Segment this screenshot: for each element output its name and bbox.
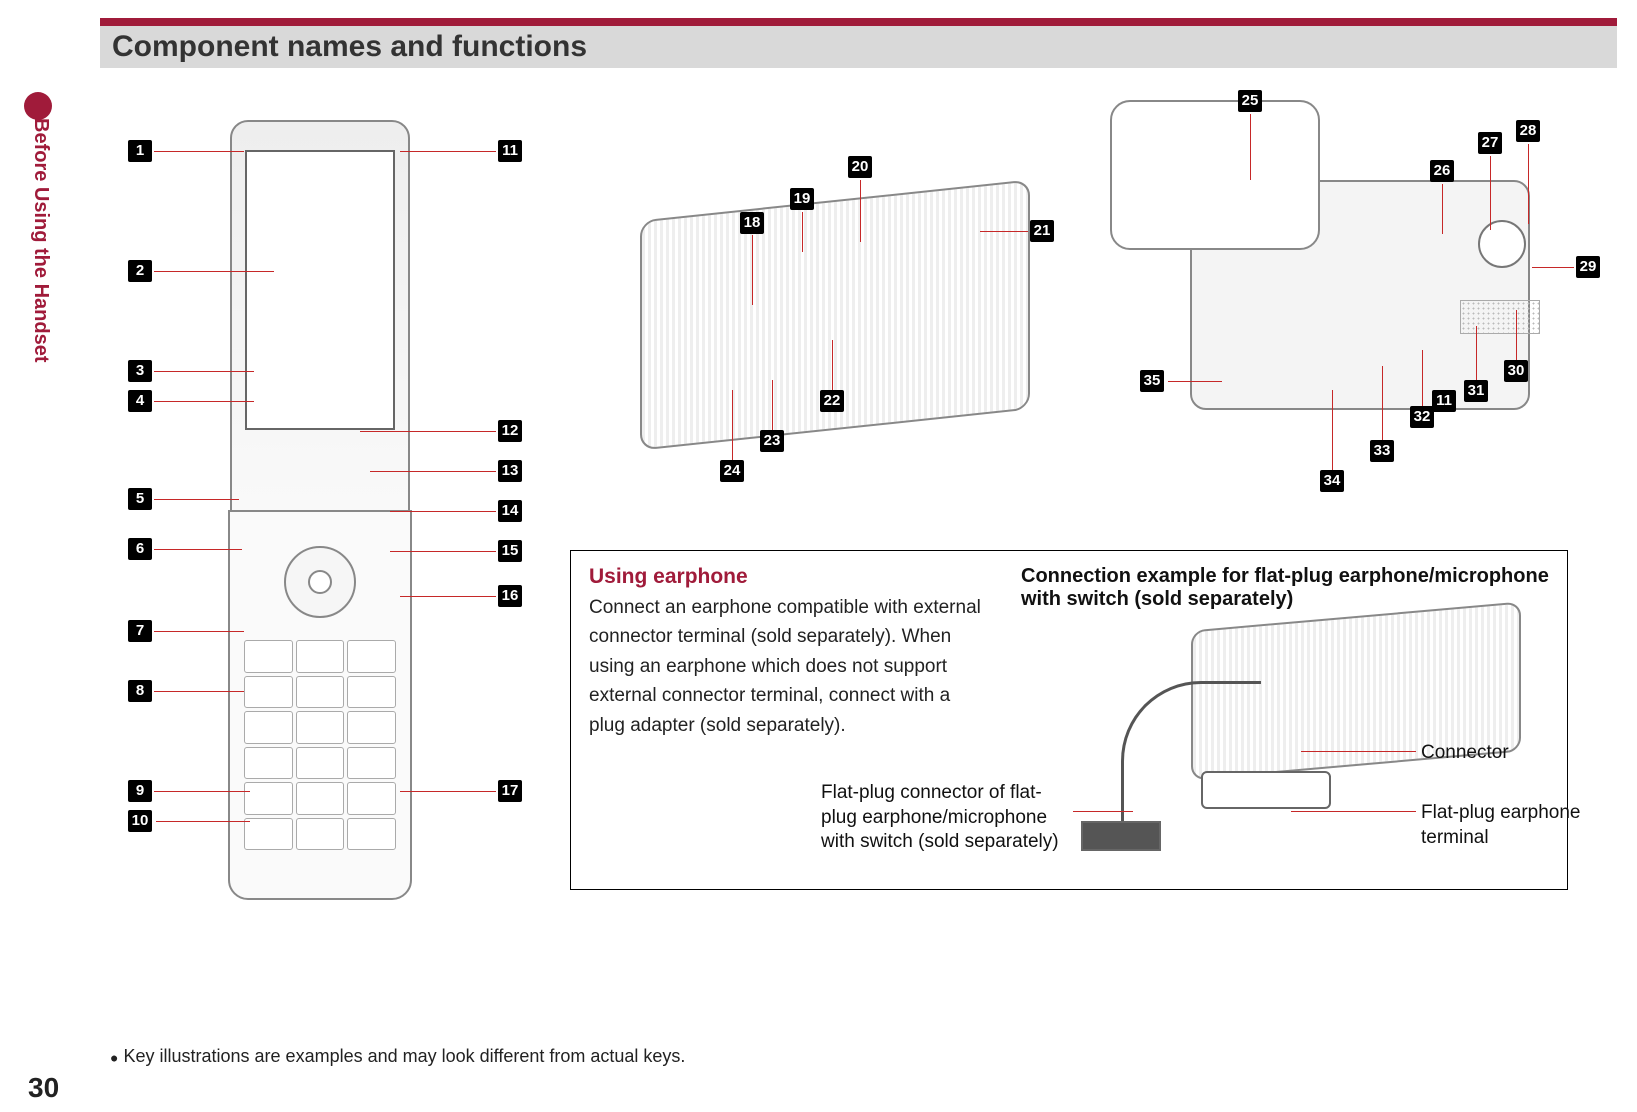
lead-23	[772, 380, 773, 430]
title-bar: Component names and functions	[100, 26, 1617, 68]
phone-closed-illustration	[620, 160, 1050, 490]
callout-10: 10	[128, 810, 152, 832]
lead-12	[360, 431, 496, 432]
lead-19	[802, 212, 803, 252]
callout-23: 23	[760, 430, 784, 452]
footnote-bullet: ●	[110, 1049, 118, 1065]
callout-14: 14	[498, 500, 522, 522]
callout-2: 2	[128, 260, 152, 282]
label-flatplug: Flat-plug connector of flat-plug earphon…	[821, 781, 1071, 855]
callout-29: 29	[1576, 256, 1600, 278]
callout-28: 28	[1516, 120, 1540, 142]
callout-20: 20	[848, 156, 872, 178]
lead-24	[732, 390, 733, 460]
lead-29	[1532, 267, 1574, 268]
lead-6	[154, 549, 242, 550]
lead-26	[1442, 184, 1443, 234]
lead-20	[860, 180, 861, 242]
callout-16: 16	[498, 585, 522, 607]
footnote-text: Key illustrations are examples and may l…	[123, 1046, 685, 1066]
page-number: 30	[28, 1072, 59, 1104]
lead-17	[400, 791, 496, 792]
lead-28	[1528, 144, 1529, 224]
phone-speaker	[1460, 300, 1540, 334]
callout-17: 17	[498, 780, 522, 802]
lead-4	[154, 401, 254, 402]
callout-22: 22	[820, 390, 844, 412]
lead-14	[390, 511, 496, 512]
phone-keypad	[244, 640, 396, 850]
phone-back-inset	[1110, 100, 1320, 250]
lead-connector	[1301, 751, 1416, 752]
earphone-info-box: Using earphone Connect an earphone compa…	[570, 550, 1568, 890]
lead-18	[752, 235, 753, 305]
lead-9	[154, 791, 250, 792]
diagram-area: 1 2 3 4 5 6 7 8 9 10 11 12 13 14 15 16 1…	[100, 90, 1617, 1022]
callout-15: 15	[498, 540, 522, 562]
callout-8: 8	[128, 680, 152, 702]
lead-15	[390, 551, 496, 552]
callout-19: 19	[790, 188, 814, 210]
callout-4: 4	[128, 390, 152, 412]
label-connector: Connector	[1421, 741, 1509, 766]
lead-5	[154, 499, 239, 500]
callout-13: 13	[498, 460, 522, 482]
lead-32	[1422, 350, 1423, 406]
label-terminal: Flat-plug earphone terminal	[1421, 801, 1601, 850]
callout-24: 24	[720, 460, 744, 482]
lead-1	[154, 151, 244, 152]
callout-11b: 11	[1432, 390, 1456, 412]
lead-31	[1476, 326, 1477, 380]
footnote: ● Key illustrations are examples and may…	[110, 1046, 685, 1067]
lead-16	[400, 596, 496, 597]
callout-7: 7	[128, 620, 152, 642]
callout-33: 33	[1370, 440, 1394, 462]
lead-11	[400, 151, 496, 152]
callout-25: 25	[1238, 90, 1262, 112]
callout-32: 32	[1410, 406, 1434, 428]
connection-plug	[1081, 821, 1161, 851]
phone-screen	[245, 150, 395, 430]
earphone-body: Connect an earphone compatible with exte…	[589, 593, 989, 740]
lead-8	[154, 691, 244, 692]
callout-30: 30	[1504, 360, 1528, 382]
callout-31: 31	[1464, 380, 1488, 402]
callout-1: 1	[128, 140, 152, 162]
page-title: Component names and functions	[112, 30, 587, 64]
callout-34: 34	[1320, 470, 1344, 492]
lead-terminal	[1291, 811, 1416, 812]
lead-34	[1332, 390, 1333, 470]
lead-7	[154, 631, 244, 632]
callout-9: 9	[128, 780, 152, 802]
connection-adapter	[1201, 771, 1331, 809]
lead-13	[370, 471, 496, 472]
lead-33	[1382, 366, 1383, 440]
callout-35: 35	[1140, 370, 1164, 392]
callout-6: 6	[128, 538, 152, 560]
lead-27	[1490, 156, 1491, 230]
phone-back-illustration	[1110, 100, 1570, 490]
section-side-label: Before Using the Handset	[28, 118, 52, 478]
lead-21	[980, 231, 1028, 232]
phone-camera	[1478, 220, 1526, 268]
callout-27: 27	[1478, 132, 1502, 154]
callout-5: 5	[128, 488, 152, 510]
lead-25	[1250, 114, 1251, 180]
lead-2	[154, 271, 274, 272]
lead-22	[832, 340, 833, 390]
callout-12: 12	[498, 420, 522, 442]
phone-nav-cluster	[268, 540, 372, 630]
lead-30	[1516, 310, 1517, 360]
accent-top-bar	[100, 18, 1617, 26]
lead-flatplug	[1073, 811, 1133, 812]
callout-11: 11	[498, 140, 522, 162]
lead-35	[1168, 381, 1222, 382]
callout-3: 3	[128, 360, 152, 382]
lead-3	[154, 371, 254, 372]
callout-26: 26	[1430, 160, 1454, 182]
callout-21: 21	[1030, 220, 1054, 242]
lead-10	[156, 821, 250, 822]
callout-18: 18	[740, 212, 764, 234]
side-tab-cap	[24, 92, 52, 120]
